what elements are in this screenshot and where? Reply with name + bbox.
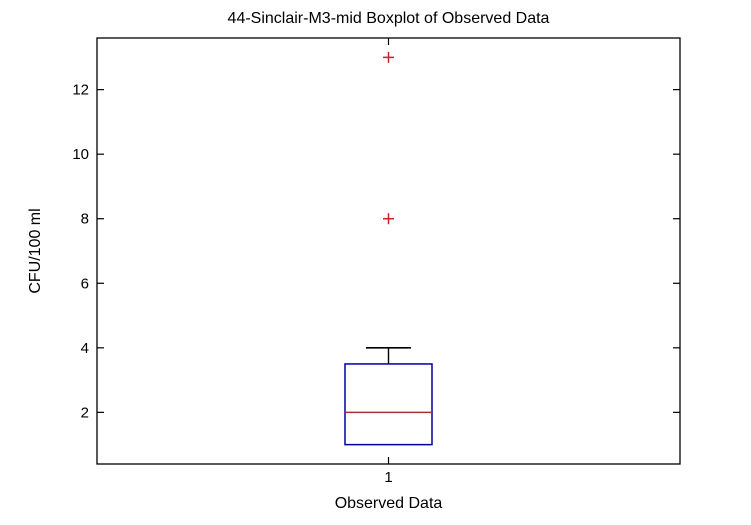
x-tick-label: 1 — [384, 469, 393, 486]
box — [344, 363, 433, 446]
chart-title: 44-Sinclair-M3-mid Boxplot of Observed D… — [227, 10, 550, 27]
x-axis-label: Observed Data — [334, 495, 443, 512]
y-tick-label: 12 — [72, 82, 89, 99]
axes-border — [96, 37, 681, 465]
y-tick-label: 2 — [81, 404, 89, 421]
y-tick-label: 6 — [81, 275, 89, 292]
y-tick-label: 4 — [81, 340, 89, 357]
y-tick-label: 8 — [81, 211, 89, 228]
y-tick-label: 10 — [72, 146, 89, 163]
